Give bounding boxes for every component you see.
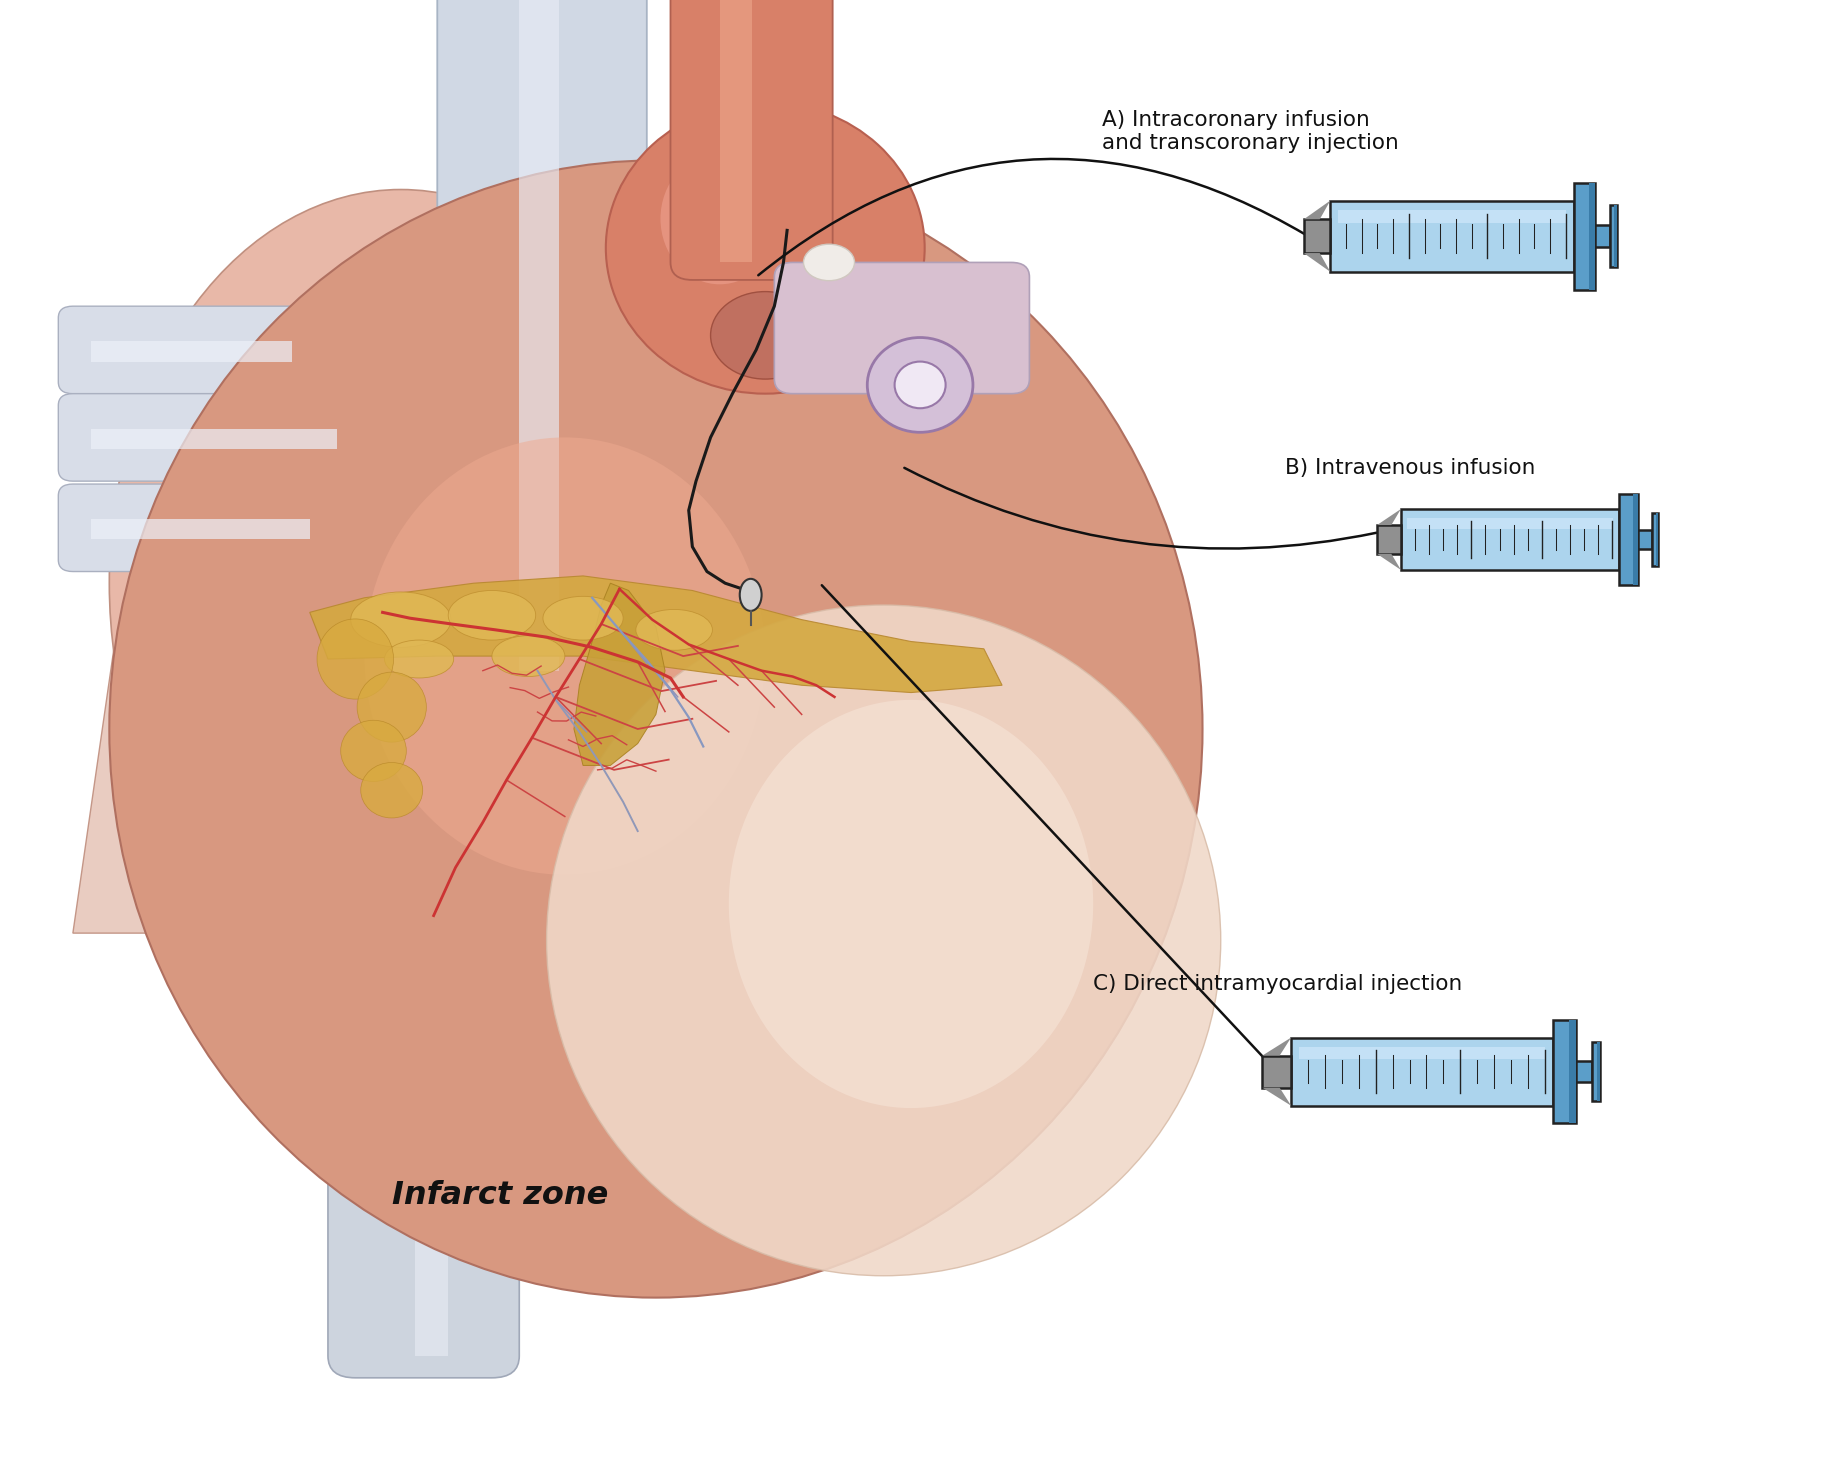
FancyBboxPatch shape: [328, 780, 519, 1378]
Ellipse shape: [357, 672, 426, 742]
Bar: [1576, 1061, 1592, 1082]
Polygon shape: [1305, 254, 1330, 271]
Ellipse shape: [711, 292, 820, 379]
Bar: [1401, 509, 1620, 570]
Bar: [1596, 1042, 1600, 1101]
Bar: [1620, 494, 1638, 585]
Ellipse shape: [636, 609, 712, 650]
FancyBboxPatch shape: [58, 484, 343, 572]
Bar: [1292, 1038, 1552, 1105]
Bar: [1574, 182, 1594, 290]
Text: B) Intravenous infusion: B) Intravenous infusion: [1285, 458, 1534, 478]
Polygon shape: [1263, 1038, 1292, 1056]
Ellipse shape: [547, 605, 1221, 1276]
Polygon shape: [1305, 201, 1330, 219]
Ellipse shape: [350, 592, 452, 647]
Bar: [1653, 513, 1658, 566]
Ellipse shape: [448, 590, 536, 640]
Text: C) Direct intramyocardial injection: C) Direct intramyocardial injection: [1093, 974, 1463, 994]
FancyBboxPatch shape: [58, 394, 370, 481]
Bar: [1401, 509, 1620, 570]
Ellipse shape: [729, 700, 1093, 1108]
Bar: [1337, 210, 1567, 223]
Polygon shape: [1377, 509, 1401, 525]
Polygon shape: [73, 204, 656, 933]
Bar: [1633, 494, 1638, 585]
Bar: [720, 0, 752, 262]
Ellipse shape: [109, 190, 692, 977]
Text: Infarct zone: Infarct zone: [392, 1180, 609, 1212]
Bar: [1330, 201, 1574, 271]
Bar: [1377, 525, 1401, 554]
Ellipse shape: [384, 640, 454, 678]
Bar: [1656, 513, 1658, 566]
Bar: [1594, 226, 1611, 246]
Polygon shape: [574, 583, 665, 765]
Ellipse shape: [341, 720, 406, 781]
Bar: [415, 802, 448, 1356]
Bar: [1592, 1042, 1600, 1101]
Bar: [1263, 1056, 1292, 1088]
Ellipse shape: [182, 306, 583, 919]
Polygon shape: [1377, 554, 1401, 570]
FancyBboxPatch shape: [670, 0, 833, 280]
Bar: [91, 341, 292, 362]
Ellipse shape: [361, 763, 423, 818]
Polygon shape: [1263, 1088, 1292, 1105]
Bar: [1305, 219, 1330, 254]
Ellipse shape: [605, 102, 924, 394]
FancyBboxPatch shape: [774, 262, 1029, 394]
Bar: [1292, 1038, 1552, 1105]
Ellipse shape: [804, 245, 855, 280]
Bar: [1638, 531, 1653, 548]
Ellipse shape: [364, 437, 765, 875]
FancyBboxPatch shape: [58, 306, 324, 394]
Bar: [1299, 1047, 1545, 1060]
Bar: [1407, 518, 1612, 528]
Bar: [1614, 206, 1618, 267]
Bar: [519, 0, 559, 671]
Bar: [1589, 182, 1594, 290]
Ellipse shape: [109, 160, 1203, 1298]
Bar: [1611, 206, 1618, 267]
Bar: [1330, 201, 1574, 271]
Ellipse shape: [895, 362, 946, 408]
Ellipse shape: [867, 338, 973, 433]
Ellipse shape: [543, 596, 623, 640]
Bar: [1569, 1021, 1576, 1123]
Ellipse shape: [661, 153, 780, 284]
Bar: [91, 429, 337, 449]
Bar: [91, 519, 310, 539]
Polygon shape: [310, 576, 1002, 693]
Bar: [1552, 1021, 1576, 1123]
Ellipse shape: [492, 636, 565, 677]
Text: A) Intracoronary infusion
and transcoronary injection: A) Intracoronary infusion and transcoron…: [1102, 109, 1399, 153]
Ellipse shape: [317, 618, 394, 700]
Ellipse shape: [656, 229, 875, 369]
FancyBboxPatch shape: [437, 0, 647, 693]
Ellipse shape: [740, 579, 762, 611]
